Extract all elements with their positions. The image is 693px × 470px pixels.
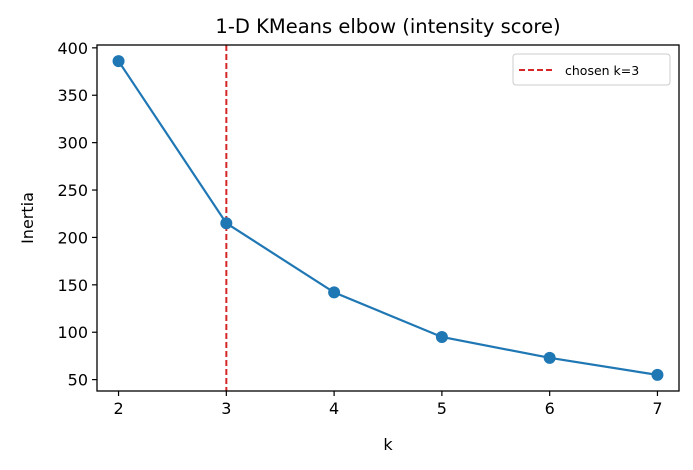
legend-label: chosen k=3 (565, 63, 639, 78)
x-tick-label: 6 (545, 399, 555, 418)
y-tick-label: 350 (57, 86, 88, 105)
data-point (543, 351, 556, 364)
y-tick-label: 100 (57, 323, 88, 342)
legend-box (512, 53, 671, 86)
x-tick-label: 3 (221, 399, 231, 418)
data-point (651, 368, 664, 381)
y-tick-label: 250 (57, 181, 88, 200)
y-tick-label: 150 (57, 276, 88, 295)
x-axis-label: k (383, 435, 393, 454)
y-tick-label: 400 (57, 39, 88, 58)
data-point (220, 217, 233, 230)
x-tick-label: 2 (113, 399, 123, 418)
x-tick-label: 5 (437, 399, 447, 418)
data-point (112, 55, 125, 68)
inertia-line (117, 60, 658, 376)
x-tick-label: 7 (652, 399, 662, 418)
y-tick-label: 50 (68, 371, 88, 390)
y-axis-label: Inertia (18, 192, 37, 244)
x-tick-label: 4 (329, 399, 339, 418)
y-tick-label: 200 (57, 228, 88, 247)
data-point (435, 330, 448, 343)
y-tick-label: 300 (57, 134, 88, 153)
plot-frame (96, 44, 680, 392)
chart-title: 1-D KMeans elbow (intensity score) (215, 15, 560, 38)
data-point (328, 286, 341, 299)
